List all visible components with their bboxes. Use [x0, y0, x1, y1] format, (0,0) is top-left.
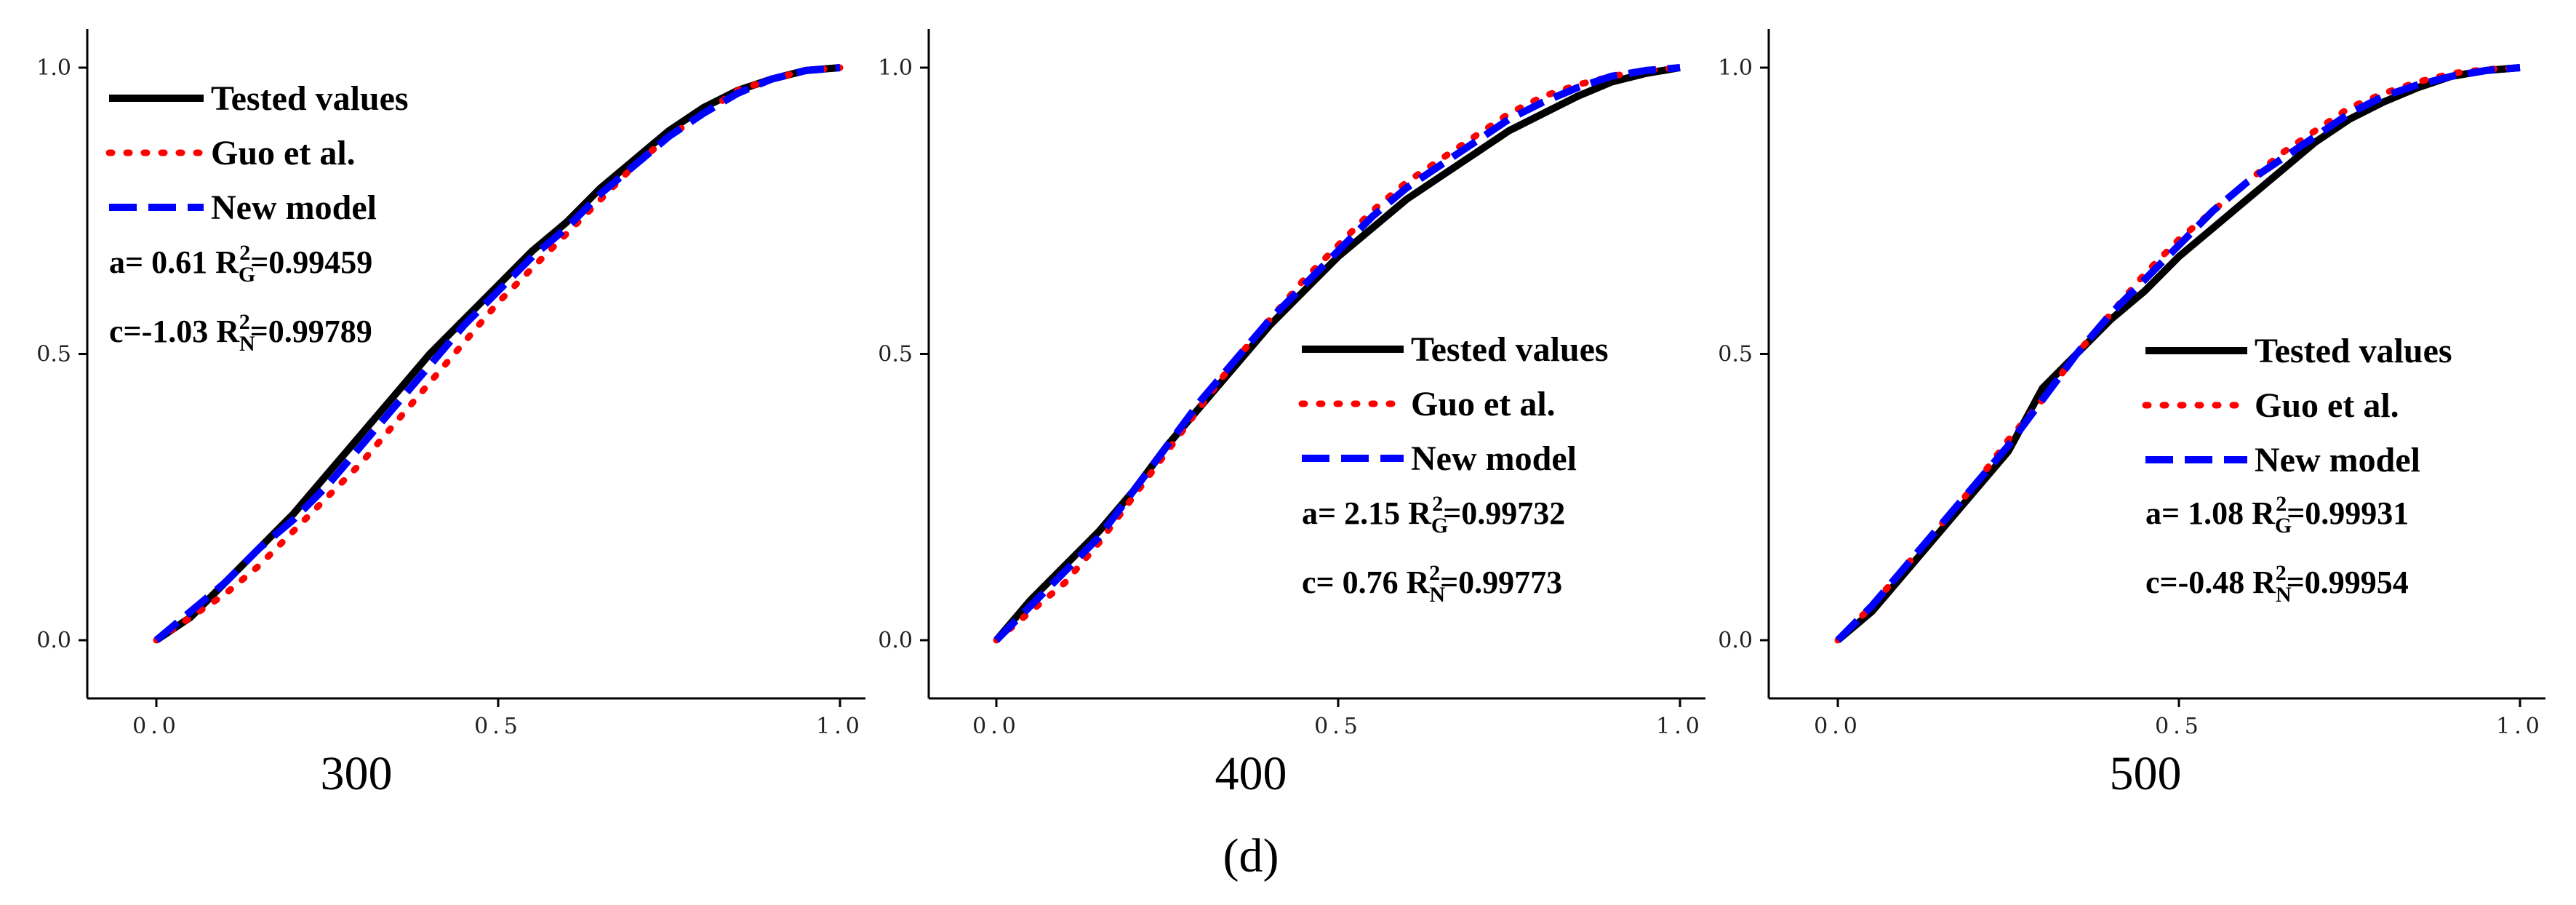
- chart-panel-500: 0.0 0.0 0.5 0.5 1.0 1.0 Tested values Guo et al…: [1718, 29, 2545, 800]
- chart-panel-300: 0.0 0.0 0.5 0.5 1.0 1.0 Tested values Guo et al…: [36, 29, 865, 800]
- x-tick-label: 1.0: [816, 714, 864, 739]
- fit-stat-c: c=-1.03 RN2=0.99789: [109, 310, 372, 356]
- legend: Tested values Guo et al. New model: [1298, 330, 1609, 478]
- legend-label-new: New model: [1411, 439, 1577, 478]
- panel-title: 400: [1215, 747, 1287, 800]
- y-tick-label: 0.0: [1718, 628, 1753, 653]
- x-tick-label: 0.0: [972, 714, 1020, 739]
- legend-label-tested: Tested values: [1411, 330, 1609, 369]
- legend-label-tested: Tested values: [211, 79, 409, 118]
- fit-stat-a: a= 0.61 RG2=0.99459: [109, 241, 372, 287]
- legend-label-guo: Guo et al.: [211, 134, 356, 172]
- legend-label-tested: Tested values: [2255, 332, 2452, 370]
- y-tick-label: 0.5: [878, 342, 913, 367]
- panel-title: 300: [321, 747, 393, 800]
- x-tick-label: 0.5: [474, 714, 522, 739]
- y-tick-label: 1.0: [36, 55, 71, 81]
- figure-label: (d): [1223, 829, 1279, 882]
- legend-label-new: New model: [2255, 441, 2420, 479]
- x-tick-label: 0.5: [1314, 714, 1362, 739]
- y-tick-label: 0.5: [1718, 342, 1753, 367]
- y-tick-label: 0.0: [36, 628, 71, 653]
- fit-stat-a: a= 2.15 RG2=0.99732: [1302, 492, 1565, 538]
- y-tick-label: 0.0: [878, 628, 913, 653]
- fit-stat-c: c=-0.48 RN2=0.99954: [2145, 561, 2409, 607]
- x-tick-label: 1.0: [1656, 714, 1704, 739]
- x-tick-label: 0.0: [132, 714, 180, 739]
- legend-label-guo: Guo et al.: [1411, 385, 1556, 423]
- fit-stat-c: c= 0.76 RN2=0.99773: [1302, 561, 1562, 607]
- legend-label-guo: Guo et al.: [2255, 386, 2399, 425]
- legend: Tested values Guo et al. New model: [105, 79, 409, 227]
- legend-label-new: New model: [211, 188, 377, 227]
- x-tick-label: 1.0: [2496, 714, 2544, 739]
- y-tick-label: 1.0: [1718, 55, 1753, 81]
- x-tick-label: 0.0: [1814, 714, 1862, 739]
- series-line-new: [153, 64, 841, 643]
- series-line-new: [993, 64, 1681, 643]
- legend: Tested values Guo et al. New model: [2142, 332, 2452, 479]
- x-tick-label: 0.5: [2155, 714, 2203, 739]
- chart-panel-400: 0.0 0.0 0.5 0.5 1.0 1.0 Tested values Guo et al…: [878, 29, 1705, 800]
- series-line-new: [1835, 64, 2521, 643]
- fit-stat-a: a= 1.08 RG2=0.99931: [2145, 492, 2409, 538]
- y-tick-label: 0.5: [36, 342, 71, 367]
- y-tick-label: 1.0: [878, 55, 913, 81]
- panel-title: 500: [2110, 747, 2182, 800]
